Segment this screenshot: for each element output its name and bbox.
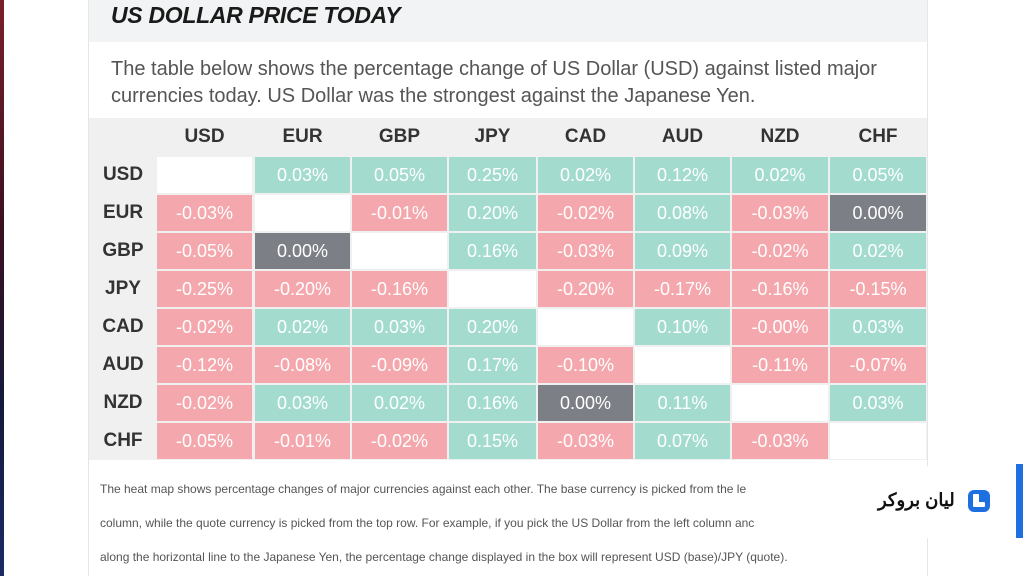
heatmap-cell-eur-aud[interactable]: 0.08% xyxy=(635,195,730,231)
heatmap-cell-eur-cad[interactable]: -0.02% xyxy=(538,195,633,231)
row-header-cad: CAD xyxy=(102,316,144,337)
heatmap-cell-nzd-gbp[interactable]: 0.02% xyxy=(352,385,447,421)
brand-watermark: لیان بروکر xyxy=(854,466,1004,538)
column-header-nzd: NZD xyxy=(760,126,800,147)
page-title: US DOLLAR PRICE TODAY xyxy=(111,2,401,28)
description-line: along the horizontal line to the Japanes… xyxy=(100,550,788,564)
heatmap-cell-jpy-eur[interactable]: -0.20% xyxy=(255,271,350,307)
heatmap-cell-gbp-eur[interactable]: 0.00% xyxy=(255,233,350,269)
description-line: column, while the quote currency is pick… xyxy=(100,516,755,530)
column-header-gbp: GBP xyxy=(378,126,421,147)
heatmap-cell-cad-chf[interactable]: 0.03% xyxy=(830,309,926,345)
heatmap-cell-aud-nzd[interactable]: -0.11% xyxy=(732,347,828,383)
heatmap-cell-cad-aud[interactable]: 0.10% xyxy=(635,309,730,345)
heatmap-cell-jpy-nzd[interactable]: -0.16% xyxy=(732,271,828,307)
heatmap-cell-gbp-jpy[interactable]: 0.16% xyxy=(449,233,536,269)
heatmap-cell-cad-cad[interactable] xyxy=(538,309,633,345)
heatmap-cell-nzd-aud[interactable]: 0.11% xyxy=(635,385,730,421)
heatmap-cell-nzd-chf[interactable]: 0.03% xyxy=(830,385,926,421)
heatmap-cell-gbp-usd[interactable]: -0.05% xyxy=(157,233,252,269)
heatmap-cell-usd-aud[interactable]: 0.12% xyxy=(635,157,730,193)
row-header-jpy: JPY xyxy=(105,278,141,299)
heatmap-cell-cad-gbp[interactable]: 0.03% xyxy=(352,309,447,345)
heatmap-cell-eur-eur[interactable] xyxy=(255,195,350,231)
column-header-aud: AUD xyxy=(661,126,704,147)
currency-heatmap: USD EUR GBP JPY CAD AUD NZD CHF USD 0.03% 0.05% 0.2… xyxy=(89,118,927,460)
heatmap-cell-aud-gbp[interactable]: -0.09% xyxy=(352,347,447,383)
column-header-eur: EUR xyxy=(282,126,323,147)
heatmap-cell-chf-jpy[interactable]: 0.15% xyxy=(449,423,536,459)
column-header-chf: CHF xyxy=(858,126,898,147)
heatmap-cell-chf-usd[interactable]: -0.05% xyxy=(157,423,252,459)
brand-name: لیان بروکر xyxy=(878,490,955,510)
heatmap-cell-nzd-nzd[interactable] xyxy=(732,385,828,421)
heatmap-cell-cad-usd[interactable]: -0.02% xyxy=(157,309,252,345)
heatmap-cell-jpy-usd[interactable]: -0.25% xyxy=(157,271,252,307)
heatmap-cell-usd-chf[interactable]: 0.05% xyxy=(830,157,926,193)
description-line: The heat map shows percentage changes of… xyxy=(100,482,747,496)
column-header-cad: CAD xyxy=(564,126,607,147)
heatmap-cell-cad-nzd[interactable]: -0.00% xyxy=(732,309,828,345)
row-header-chf: CHF xyxy=(103,430,143,451)
title-bar: US DOLLAR PRICE TODAY xyxy=(89,0,927,42)
heatmap-cell-eur-chf[interactable]: 0.00% xyxy=(830,195,926,231)
heatmap-cell-chf-gbp[interactable]: -0.02% xyxy=(352,423,447,459)
row-header-eur: EUR xyxy=(102,202,144,223)
row-header-usd: USD xyxy=(102,164,144,185)
column-header-usd: USD xyxy=(184,126,225,147)
row-header-gbp: GBP xyxy=(102,240,144,261)
row-header-aud: AUD xyxy=(102,354,144,375)
heatmap-cell-aud-eur[interactable]: -0.08% xyxy=(255,347,350,383)
heatmap-cell-gbp-chf[interactable]: 0.02% xyxy=(830,233,926,269)
heatmap-cell-usd-eur[interactable]: 0.03% xyxy=(255,157,350,193)
heatmap-cell-aud-chf[interactable]: -0.07% xyxy=(830,347,926,383)
heatmap-cell-nzd-usd[interactable]: -0.02% xyxy=(157,385,252,421)
heatmap-cell-nzd-eur[interactable]: 0.03% xyxy=(255,385,350,421)
heatmap-cell-jpy-jpy[interactable] xyxy=(449,271,536,307)
column-header-jpy: JPY xyxy=(474,126,511,147)
heatmap-cell-chf-chf[interactable] xyxy=(830,423,926,459)
heatmap-cell-aud-cad[interactable]: -0.10% xyxy=(538,347,633,383)
heatmap-cell-gbp-gbp[interactable] xyxy=(352,233,447,269)
lian-broker-logo-icon xyxy=(968,490,990,512)
heatmap-cell-jpy-aud[interactable]: -0.17% xyxy=(635,271,730,307)
heatmap-cell-usd-usd[interactable] xyxy=(157,157,252,193)
heatmap-cell-chf-nzd[interactable]: -0.03% xyxy=(732,423,828,459)
heatmap-cell-cad-jpy[interactable]: 0.20% xyxy=(449,309,536,345)
heatmap-cell-eur-gbp[interactable]: -0.01% xyxy=(352,195,447,231)
heatmap-cell-gbp-cad[interactable]: -0.03% xyxy=(538,233,633,269)
heatmap-cell-aud-usd[interactable]: -0.12% xyxy=(157,347,252,383)
heatmap-cell-jpy-cad[interactable]: -0.20% xyxy=(538,271,633,307)
heatmap-cell-aud-aud[interactable] xyxy=(635,347,730,383)
heatmap-cell-jpy-chf[interactable]: -0.15% xyxy=(830,271,926,307)
heatmap-cell-chf-cad[interactable]: -0.03% xyxy=(538,423,633,459)
brand-accent-bar xyxy=(1016,464,1023,538)
heatmap-cell-usd-cad[interactable]: 0.02% xyxy=(538,157,633,193)
heatmap-cell-eur-nzd[interactable]: -0.03% xyxy=(732,195,828,231)
heatmap-cell-usd-nzd[interactable]: 0.02% xyxy=(732,157,828,193)
price-card: US DOLLAR PRICE TODAY The table below sh… xyxy=(88,0,928,576)
heatmap-cell-nzd-cad[interactable]: 0.00% xyxy=(538,385,633,421)
heatmap-cell-usd-jpy[interactable]: 0.25% xyxy=(449,157,536,193)
heatmap-cell-eur-jpy[interactable]: 0.20% xyxy=(449,195,536,231)
heatmap-cell-usd-gbp[interactable]: 0.05% xyxy=(352,157,447,193)
heatmap-cell-jpy-gbp[interactable]: -0.16% xyxy=(352,271,447,307)
heatmap-cell-chf-eur[interactable]: -0.01% xyxy=(255,423,350,459)
heatmap-cell-chf-aud[interactable]: 0.07% xyxy=(635,423,730,459)
heatmap-description: The heat map shows percentage changes of… xyxy=(100,472,920,574)
left-edge-strip xyxy=(0,0,4,576)
heatmap-cell-aud-jpy[interactable]: 0.17% xyxy=(449,347,536,383)
heatmap-cell-cad-eur[interactable]: 0.02% xyxy=(255,309,350,345)
intro-text: The table below shows the percentage cha… xyxy=(111,58,877,107)
heatmap-cell-eur-usd[interactable]: -0.03% xyxy=(157,195,252,231)
heatmap-cell-gbp-aud[interactable]: 0.09% xyxy=(635,233,730,269)
heatmap-cell-nzd-jpy[interactable]: 0.16% xyxy=(449,385,536,421)
row-header-nzd: NZD xyxy=(103,392,143,413)
heatmap-cell-gbp-nzd[interactable]: -0.02% xyxy=(732,233,828,269)
